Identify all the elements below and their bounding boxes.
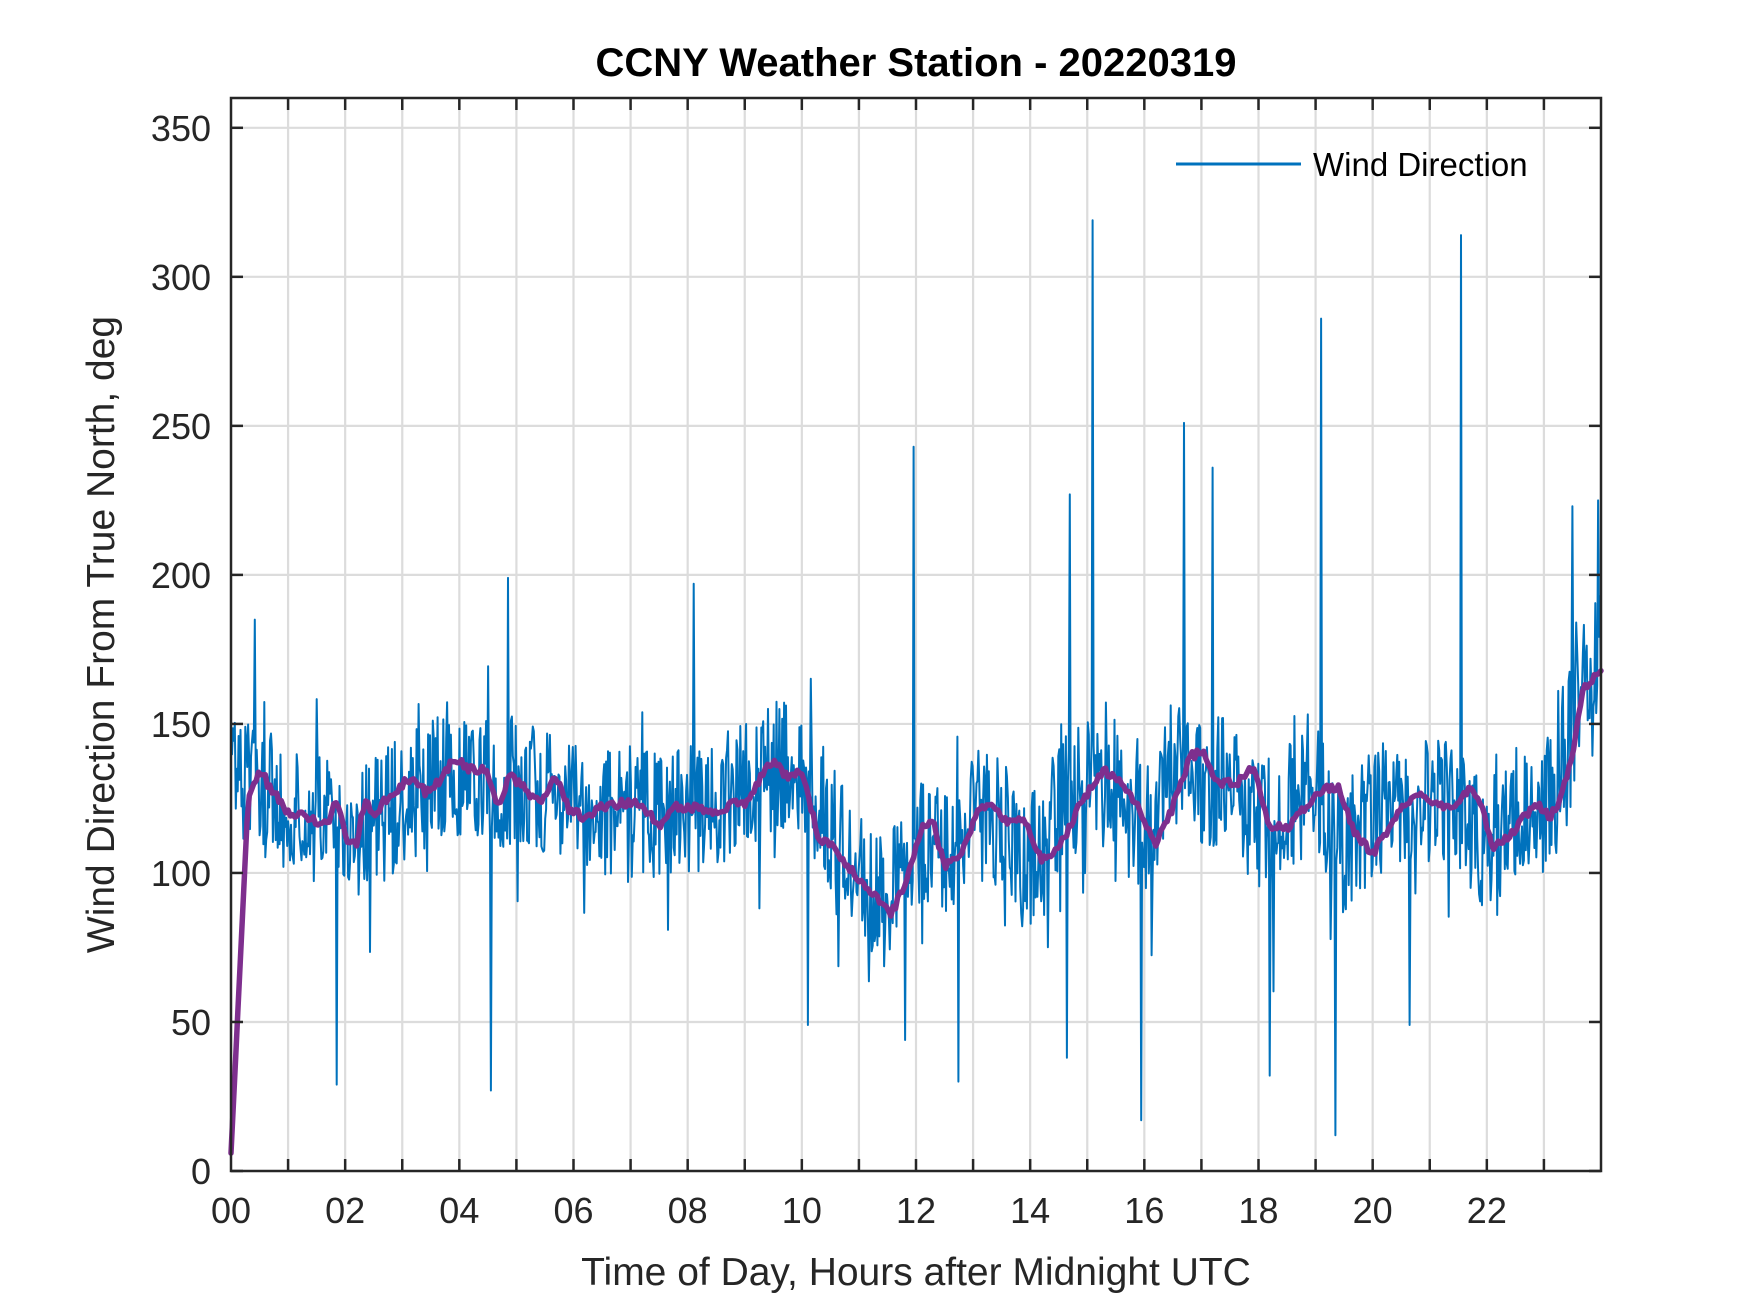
- x-tick-label: 00: [211, 1190, 251, 1231]
- x-tick-label: 22: [1467, 1190, 1507, 1231]
- y-tick-label: 300: [151, 257, 211, 298]
- x-tick-label: 10: [782, 1190, 822, 1231]
- series-smoothed-line: [228, 668, 1604, 1156]
- x-tick-label: 06: [553, 1190, 593, 1231]
- x-tick-label: 02: [325, 1190, 365, 1231]
- x-tick-label: 04: [439, 1190, 479, 1231]
- x-tick-label: 16: [1124, 1190, 1164, 1231]
- tick-marks: [231, 98, 1601, 1173]
- x-tick-labels: 00 02 04 06 08 10 12 14 16 18 20 22: [211, 1190, 1507, 1231]
- x-tick-label: 08: [668, 1190, 708, 1231]
- x-tick-label: 12: [896, 1190, 936, 1231]
- series-layer: [228, 219, 1604, 1156]
- x-axis-label: Time of Day, Hours after Midnight UTC: [581, 1251, 1251, 1294]
- chart-title: CCNY Weather Station - 20220319: [596, 41, 1237, 85]
- x-tick-label: 18: [1238, 1190, 1278, 1231]
- y-axis-label: Wind Direction From True North, deg: [80, 316, 123, 953]
- y-tick-label: 350: [151, 108, 211, 149]
- grid-lines: [231, 98, 1601, 1171]
- y-tick-label: 200: [151, 555, 211, 596]
- y-tick-label: 50: [171, 1002, 211, 1043]
- x-tick-label: 20: [1353, 1190, 1393, 1231]
- legend[interactable]: Wind Direction: [1176, 146, 1528, 183]
- y-tick-labels: 0 50 100 150 200 250 300 350: [151, 108, 211, 1192]
- legend-entry-wind-direction: Wind Direction: [1313, 146, 1528, 183]
- y-tick-label: 0: [191, 1151, 211, 1192]
- x-tick-label: 14: [1010, 1190, 1050, 1231]
- y-tick-label: 100: [151, 853, 211, 894]
- y-tick-label: 250: [151, 406, 211, 447]
- y-tick-label: 150: [151, 704, 211, 745]
